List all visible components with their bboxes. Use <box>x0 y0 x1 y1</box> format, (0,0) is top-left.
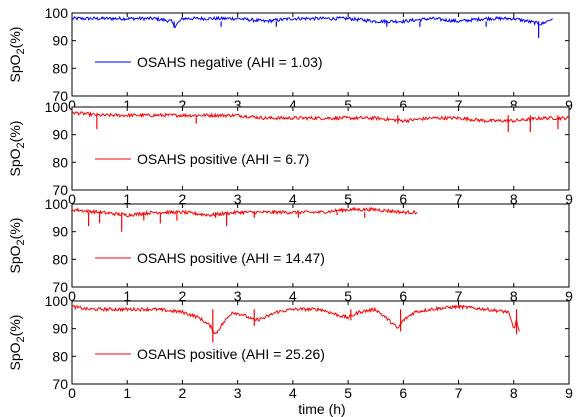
x-tick-label: 6 <box>399 288 407 304</box>
x-tick-label: 9 <box>565 97 573 113</box>
legend-label: OSAHS positive (AHI = 14.47) <box>137 250 325 266</box>
x-tick-label: 9 <box>565 191 573 207</box>
x-tick-label: 3 <box>234 385 242 401</box>
legend-label: OSAHS negative (AHI = 1.03) <box>137 54 323 70</box>
x-tick-label: 7 <box>455 288 463 304</box>
x-tick-label: 2 <box>179 385 187 401</box>
y-axis-label: SpO2(%) <box>7 315 27 371</box>
x-tick-label: 1 <box>123 97 131 113</box>
y-tick-label: 90 <box>52 321 68 337</box>
panel-3: OSAHS positive (AHI = 14.47) 0 1 2 3 4 5 6 7 8 9 10… <box>7 196 573 304</box>
series-line-1 <box>71 15 553 29</box>
x-tick-label: 3 <box>234 97 242 113</box>
y-tick-label: 90 <box>52 224 68 240</box>
y-tick-label: 70 <box>52 279 68 295</box>
x-tick-label: 0 <box>68 385 76 401</box>
panel-1: OSAHS negative (AHI = 1.03) 0 1 2 3 4 5 6 7 8 9 100… <box>7 5 573 113</box>
x-tick-label: 1 <box>123 385 131 401</box>
x-tick-label: 6 <box>399 191 407 207</box>
x-tick-label: 1 <box>123 288 131 304</box>
x-tick-label: 0 <box>68 191 76 207</box>
x-tick-label: 4 <box>289 288 297 304</box>
x-tick-label: 5 <box>344 97 352 113</box>
plot-area <box>71 300 570 385</box>
series-line-1 <box>71 303 520 335</box>
legend-label: OSAHS positive (AHI = 6.7) <box>137 151 309 167</box>
series-line-1 <box>71 206 418 218</box>
y-tick-label: 100 <box>45 5 69 21</box>
legend-label: OSAHS positive (AHI = 25.26) <box>137 346 325 362</box>
x-tick-label: 0 <box>68 97 76 113</box>
x-tick-label: 8 <box>510 288 518 304</box>
y-tick-label: 80 <box>52 251 68 267</box>
y-tick-label: 80 <box>52 348 68 364</box>
x-tick-label: 7 <box>455 191 463 207</box>
x-tick-label: 4 <box>289 385 297 401</box>
y-tick-label: 90 <box>52 33 68 49</box>
y-tick-label: 100 <box>45 99 69 115</box>
panel-4: OSAHS positive (AHI = 25.26) 0 1 2 3 4 5 6 7 8 9 10… <box>7 293 573 401</box>
x-tick-label: 3 <box>234 288 242 304</box>
series-line-1 <box>71 110 570 124</box>
x-tick-label: 1 <box>123 191 131 207</box>
x-tick-label: 2 <box>179 191 187 207</box>
x-tick-label: 5 <box>344 385 352 401</box>
y-tick-label: 70 <box>52 88 68 104</box>
x-axis-label: time (h) <box>298 401 345 417</box>
x-tick-label: 6 <box>399 97 407 113</box>
x-tick-label: 0 <box>68 288 76 304</box>
y-axis-label: SpO2(%) <box>7 121 27 177</box>
x-tick-label: 7 <box>455 385 463 401</box>
plot-area <box>71 106 570 191</box>
x-tick-label: 9 <box>565 288 573 304</box>
y-tick-label: 100 <box>45 196 69 212</box>
x-tick-label: 7 <box>455 97 463 113</box>
x-tick-label: 2 <box>179 288 187 304</box>
x-tick-label: 3 <box>234 191 242 207</box>
y-tick-label: 100 <box>45 293 69 309</box>
x-tick-label: 9 <box>565 385 573 401</box>
x-tick-label: 2 <box>179 97 187 113</box>
plot-area <box>71 203 570 288</box>
x-tick-label: 8 <box>510 385 518 401</box>
x-tick-label: 6 <box>399 385 407 401</box>
y-axis-label: SpO2(%) <box>7 218 27 274</box>
y-tick-label: 80 <box>52 60 68 76</box>
panel-2: OSAHS positive (AHI = 6.7) 0 1 2 3 4 5 6 7 8 9 100 9… <box>7 99 573 207</box>
x-tick-label: 4 <box>289 97 297 113</box>
x-tick-label: 5 <box>344 191 352 207</box>
y-tick-label: 80 <box>52 154 68 170</box>
x-tick-label: 8 <box>510 97 518 113</box>
y-tick-label: 70 <box>52 182 68 198</box>
x-tick-label: 4 <box>289 191 297 207</box>
x-tick-label: 5 <box>344 288 352 304</box>
y-tick-label: 90 <box>52 127 68 143</box>
x-tick-label: 8 <box>510 191 518 207</box>
y-axis-label: SpO2(%) <box>7 27 27 83</box>
y-tick-label: 70 <box>52 376 68 392</box>
